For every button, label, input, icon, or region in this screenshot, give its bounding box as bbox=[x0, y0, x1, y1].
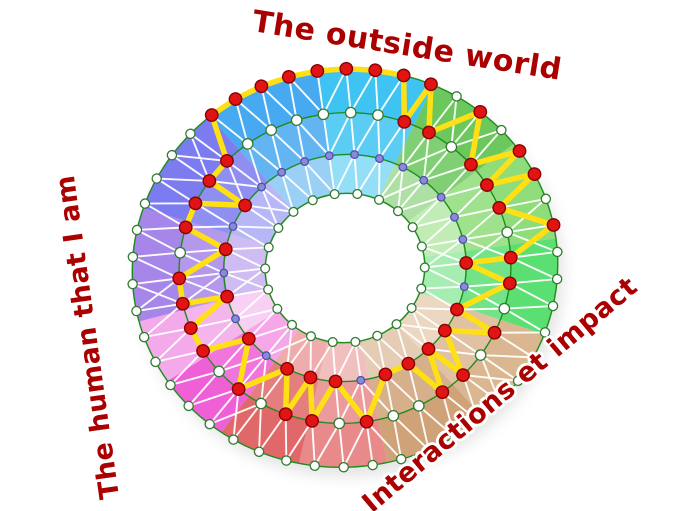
red-node bbox=[280, 361, 294, 376]
red-node bbox=[473, 104, 488, 119]
red-node bbox=[456, 368, 470, 383]
red-node bbox=[218, 242, 233, 257]
red-node bbox=[368, 63, 383, 78]
red-node bbox=[220, 289, 235, 304]
donut-hole bbox=[266, 194, 424, 342]
red-node bbox=[487, 325, 502, 340]
red-node bbox=[228, 92, 243, 106]
red-node bbox=[183, 321, 198, 336]
red-node bbox=[512, 144, 527, 158]
red-node bbox=[178, 220, 193, 235]
red-node bbox=[527, 167, 542, 182]
red-node bbox=[435, 385, 450, 400]
red-node bbox=[281, 69, 296, 84]
red-node bbox=[397, 114, 412, 129]
red-node bbox=[241, 331, 256, 346]
red-node bbox=[503, 250, 518, 265]
red-node bbox=[339, 61, 354, 76]
red-node bbox=[464, 157, 478, 172]
red-node bbox=[359, 414, 374, 429]
red-node bbox=[188, 196, 203, 211]
red-node bbox=[303, 370, 318, 385]
red-node bbox=[172, 271, 187, 286]
red-node bbox=[196, 344, 210, 358]
red-node bbox=[202, 174, 217, 188]
red-node bbox=[401, 356, 416, 371]
red-node bbox=[305, 413, 319, 428]
red-node bbox=[422, 125, 436, 140]
red-node bbox=[492, 200, 507, 215]
red-node bbox=[328, 374, 343, 389]
red-node bbox=[459, 256, 474, 270]
red-node bbox=[396, 68, 411, 83]
red-node bbox=[254, 79, 269, 94]
graph-nodes bbox=[127, 61, 563, 473]
red-node bbox=[424, 77, 438, 92]
red-node bbox=[450, 302, 464, 317]
red-node bbox=[480, 178, 494, 192]
red-node bbox=[310, 64, 325, 78]
red-node bbox=[175, 296, 190, 311]
red-node bbox=[421, 342, 436, 356]
red-node bbox=[278, 407, 293, 422]
red-node bbox=[502, 276, 517, 291]
red-node bbox=[546, 218, 561, 232]
red-node bbox=[220, 153, 234, 168]
red-node bbox=[231, 382, 246, 396]
red-node bbox=[204, 108, 219, 122]
red-node bbox=[238, 198, 253, 213]
red-node bbox=[378, 367, 393, 382]
red-node bbox=[437, 323, 452, 338]
